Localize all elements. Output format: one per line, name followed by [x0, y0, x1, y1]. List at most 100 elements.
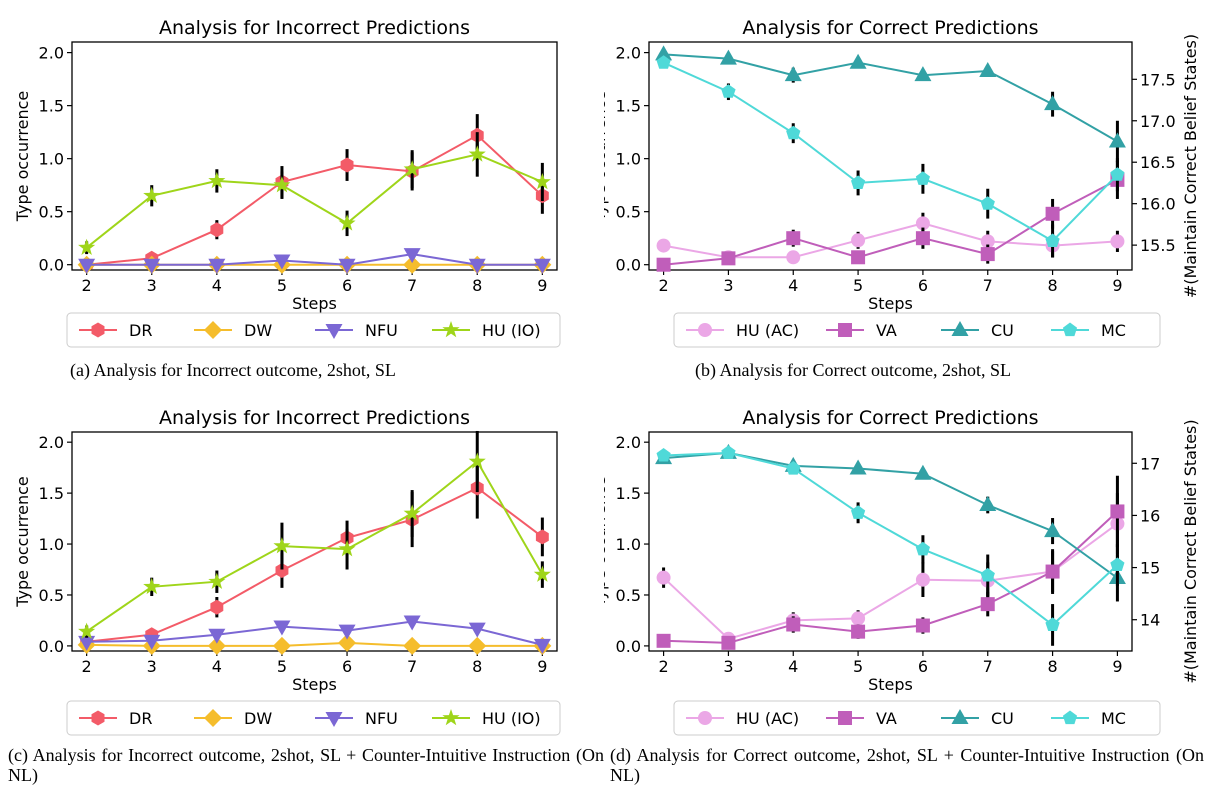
legend-marker-va	[838, 323, 852, 337]
legend-label-mc: MC	[1101, 321, 1126, 340]
data-point	[338, 633, 357, 652]
x-tick-label: 8	[1047, 657, 1057, 676]
legend-box	[673, 312, 1161, 348]
y-tick-label: 2.0	[39, 433, 64, 452]
y-tick-label: 1.0	[616, 535, 641, 554]
plot-frame	[71, 431, 558, 652]
x-tick-label: 7	[983, 657, 993, 676]
legend-label-hu-ac: HU (AC)	[736, 709, 799, 728]
legend-marker-mc	[1062, 322, 1078, 337]
y2-axis-label: #(Maintain Correct Belief States)	[1181, 34, 1200, 298]
data-point	[849, 459, 867, 475]
x-tick-label: 5	[853, 657, 863, 676]
x-tick-label: 7	[983, 276, 993, 295]
data-point	[851, 505, 866, 519]
series-hu-io	[78, 430, 551, 639]
series-line	[86, 459, 544, 633]
series-line	[663, 53, 1118, 143]
panel-d-chart: Analysis for Correct Predictions 0.0 0.5 1.…	[604, 407, 1200, 736]
data-point	[656, 633, 671, 648]
data-point	[915, 572, 930, 587]
legend-label-dw: DW	[244, 321, 272, 340]
x-tick-label: 4	[788, 657, 798, 676]
legend-label-hu-io: HU (IO)	[482, 321, 541, 340]
legend-marker-cu	[951, 709, 969, 724]
y2-tick-label: 16.0	[1140, 195, 1176, 214]
panel-c-chart: Analysis for Incorrect Predictions 0.0 0.5…	[13, 407, 561, 736]
legend-label-dr: DR	[129, 321, 152, 340]
y-tick-label: 0.5	[616, 203, 641, 222]
series-nfu	[78, 615, 551, 654]
legend-label-cu: CU	[991, 709, 1014, 728]
data-point	[656, 448, 671, 462]
legend-marker-cu	[951, 321, 969, 336]
data-point	[915, 231, 930, 246]
data-point	[721, 84, 736, 98]
series-mc	[656, 445, 1125, 646]
series-line	[663, 179, 1118, 266]
series-line	[86, 134, 544, 266]
y-tick-label: 1.5	[39, 484, 64, 503]
data-point	[338, 624, 356, 640]
series-line	[662, 522, 1118, 640]
data-point	[403, 248, 421, 264]
y-tick-label: 0.0	[616, 256, 641, 275]
x-tick-label: 9	[537, 276, 547, 295]
y2-tick-label: 16.5	[1140, 153, 1176, 172]
series-line	[86, 641, 543, 647]
data-point	[403, 615, 421, 631]
y-tick-label: 2.0	[616, 433, 641, 452]
plot-frame	[648, 41, 1133, 271]
series-line	[86, 620, 543, 646]
data-point	[914, 66, 932, 82]
data-point	[979, 62, 997, 78]
data-point	[533, 173, 551, 190]
legend-label-va: VA	[876, 709, 897, 728]
legend-box	[66, 700, 561, 736]
data-point	[851, 175, 866, 189]
data-point	[851, 624, 866, 639]
series-line	[663, 451, 1119, 627]
legend-label-nfu: NFU	[365, 321, 398, 340]
legend-marker-dr	[91, 322, 105, 338]
legend: DR DW NFU HU (IO)	[66, 312, 561, 348]
y2-axis-label: #(Maintain Correct Belief States)	[1181, 419, 1200, 683]
x-tick-label: 9	[1112, 276, 1122, 295]
series-va	[656, 160, 1125, 272]
data-point	[143, 577, 161, 595]
data-point	[468, 145, 486, 162]
data-point	[78, 622, 96, 639]
data-point	[721, 445, 736, 459]
data-point	[468, 258, 486, 274]
y-tick-label: 1.0	[616, 150, 641, 169]
data-point	[208, 572, 226, 589]
series-line	[86, 486, 544, 643]
caption-c: (c) Analysis for Incorrect outcome, 2sho…	[8, 745, 604, 785]
panel-a-chart: Analysis for Incorrect Predictions 0.0 0.5…	[13, 17, 561, 348]
data-point	[979, 496, 997, 511]
chart-title: Analysis for Correct Predictions	[742, 407, 1038, 429]
y2-tick-label: 17.0	[1140, 112, 1176, 131]
legend-label-hu-io: HU (IO)	[482, 709, 541, 728]
x-tick-label: 5	[277, 276, 287, 295]
legend-marker-mc	[1062, 710, 1078, 725]
data-point	[403, 255, 422, 274]
data-point	[143, 634, 161, 650]
data-point	[980, 234, 995, 249]
x-tick-label: 9	[1112, 657, 1122, 676]
x-axis-label: Steps	[292, 294, 337, 313]
chart-title: Analysis for Incorrect Predictions	[159, 17, 470, 39]
data-point	[533, 565, 551, 582]
caption-b: (b) Analysis for Correct outcome, 2shot,…	[695, 360, 1011, 380]
y-tick-label: 0.5	[39, 586, 64, 605]
legend-marker-nfu	[325, 324, 343, 339]
legend-marker-hu-io	[442, 321, 460, 338]
data-point	[208, 628, 226, 644]
series-line	[663, 222, 1118, 259]
y-tick-label: 0.0	[616, 637, 641, 656]
y-tick-label: 0.0	[39, 256, 64, 275]
y-tick-label: 0.0	[39, 637, 64, 656]
data-point	[915, 618, 930, 633]
legend-box	[66, 312, 561, 348]
x-tick-label: 7	[407, 276, 417, 295]
